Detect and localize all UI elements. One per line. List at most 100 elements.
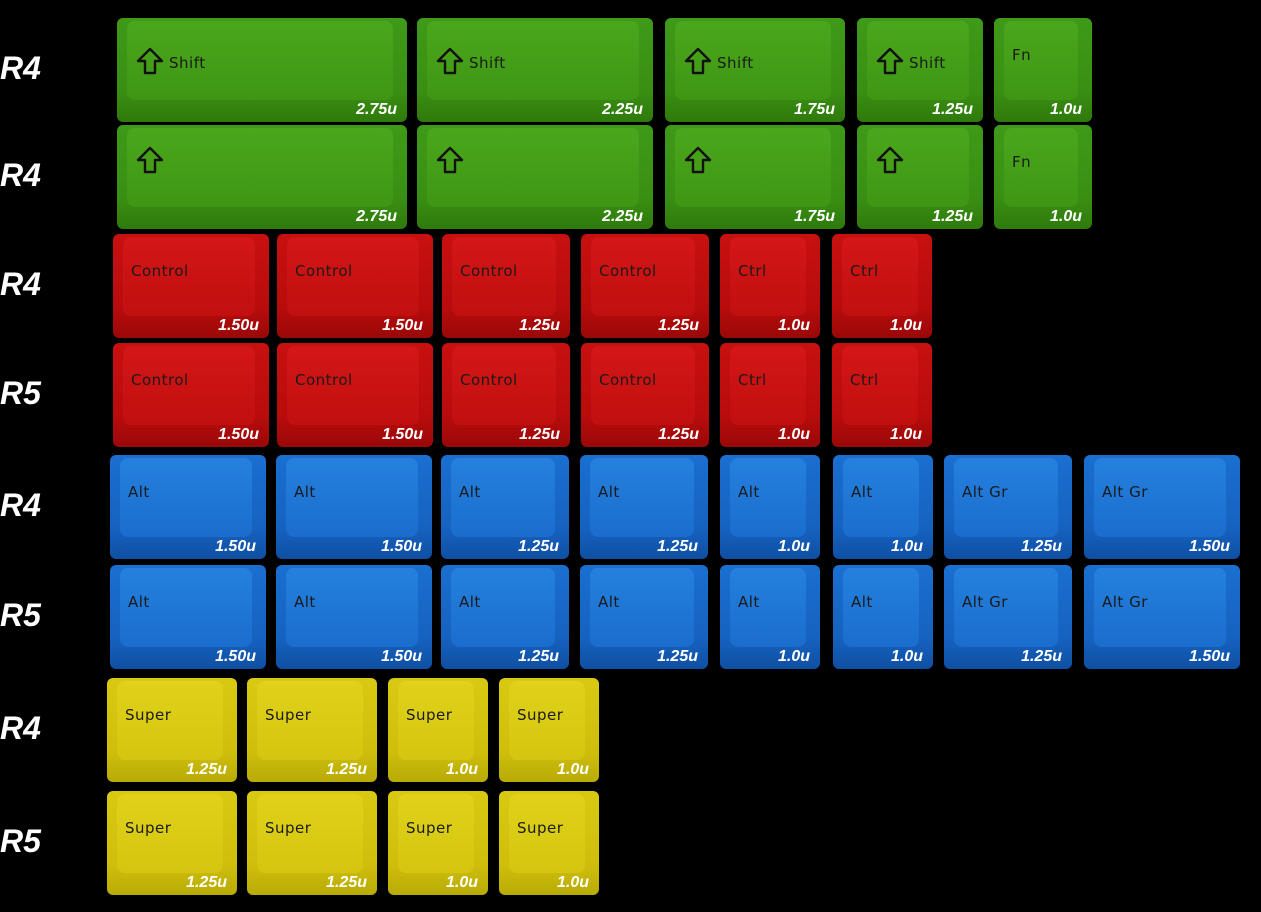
keycap-top-surface <box>1004 21 1078 100</box>
keycap-top-surface <box>843 568 919 647</box>
row-profile-label: R4 <box>0 487 41 523</box>
keycap-legend <box>683 145 713 179</box>
keycap: Super 1.25u <box>107 791 237 895</box>
row-profile-label: R4 <box>0 50 41 86</box>
keycap-legend: Ctrl <box>738 371 767 389</box>
keycap-top-surface <box>591 346 695 425</box>
keycap-legend-text: Shift <box>717 54 754 72</box>
keycap-legend: Super <box>125 819 171 837</box>
keycap-size-label: 1.25u <box>519 317 560 334</box>
keycap-size-label: 1.25u <box>326 761 367 778</box>
keycap-top-surface <box>730 568 806 647</box>
keycap-top-surface <box>451 458 555 537</box>
keycap-top-surface <box>257 681 363 760</box>
keycap-legend-text: Control <box>131 371 189 389</box>
keycap-size-label: 1.0u <box>445 761 478 778</box>
keycap-legend: Fn <box>1012 46 1031 64</box>
keycap-top-surface <box>127 21 393 100</box>
keycap-top-surface <box>1004 128 1078 207</box>
keycap-legend: Control <box>599 262 657 280</box>
keycap: Shift 2.75u <box>117 18 407 122</box>
keycap-top-surface <box>257 794 363 873</box>
keycap-legend: Super <box>265 819 311 837</box>
keycap: Alt Gr 1.50u <box>1084 455 1240 559</box>
keycap-legend-text: Super <box>517 819 564 837</box>
keycap: 2.25u <box>417 125 653 229</box>
keycap-legend-text: Ctrl <box>850 371 879 389</box>
keycap-legend-text: Super <box>517 706 564 724</box>
keycap-legend: Control <box>460 371 518 389</box>
keycap-size-label: 1.0u <box>1049 208 1082 225</box>
keycap: Fn 1.0u <box>994 18 1092 122</box>
keycap-legend <box>435 145 465 179</box>
keycap-size-label: 1.50u <box>218 317 259 334</box>
keycap: Alt 1.50u <box>276 565 432 669</box>
shift-arrow-icon <box>435 145 465 179</box>
keycap-legend-text: Alt Gr <box>962 483 1008 501</box>
keycap: Ctrl 1.0u <box>720 343 820 447</box>
keycap-legend: Control <box>599 371 657 389</box>
keycap-legend: Super <box>517 706 563 724</box>
row-profile-label: R4 <box>0 157 41 193</box>
keycap-top-surface <box>286 458 418 537</box>
keycap-legend-text: Control <box>295 371 353 389</box>
keycap-top-surface <box>123 346 255 425</box>
keycap: Super 1.0u <box>499 791 599 895</box>
keycap-legend-text: Alt <box>294 593 316 611</box>
keycap-size-label: 1.25u <box>519 426 560 443</box>
keycap-top-surface <box>120 568 252 647</box>
keycap-legend: Control <box>131 262 189 280</box>
keycap-legend: Ctrl <box>850 262 879 280</box>
keycap-top-surface <box>843 458 919 537</box>
keycap-legend: Alt <box>851 483 873 501</box>
keycap-top-surface <box>1094 568 1226 647</box>
keycap-size-label: 1.75u <box>794 208 835 225</box>
keycap-size-label: 1.25u <box>518 538 559 555</box>
keycap-legend-text: Fn <box>1012 153 1032 171</box>
keycap: Alt 1.0u <box>833 565 933 669</box>
keycap: Alt 1.50u <box>110 455 266 559</box>
keycap: Alt Gr 1.25u <box>944 455 1072 559</box>
keycap-top-surface <box>287 346 419 425</box>
keycap-legend: Fn <box>1012 153 1031 171</box>
keycap: Super 1.25u <box>247 791 377 895</box>
keycap-top-surface <box>842 237 918 316</box>
keycap-legend-text: Alt <box>738 483 760 501</box>
keycap-row: R4 Alt 1.50u Alt 1.50u Alt 1.25u Alt 1.25u Alt 1.0… <box>0 455 1261 559</box>
keycap-top-surface <box>452 346 556 425</box>
keycap-top-surface <box>117 794 223 873</box>
keycap-legend-text: Alt <box>128 483 150 501</box>
keycap-legend: Alt <box>459 483 481 501</box>
keycap: Super 1.0u <box>499 678 599 782</box>
keycap-legend-text: Alt Gr <box>1102 483 1148 501</box>
keycap-legend-text: Ctrl <box>738 262 767 280</box>
keycap-legend: Super <box>517 819 563 837</box>
keycap-size-label: 1.25u <box>1021 648 1062 665</box>
keycap-top-surface <box>591 237 695 316</box>
keycap-legend-text: Alt Gr <box>1102 593 1148 611</box>
keycap-size-label: 1.0u <box>1049 101 1082 118</box>
keycap-legend-text: Shift <box>469 54 506 72</box>
keycap-size-label: 1.0u <box>777 648 810 665</box>
keycap-size-label: 1.50u <box>215 538 256 555</box>
keycap-legend-text: Fn <box>1012 46 1032 64</box>
keycap: 1.75u <box>665 125 845 229</box>
keycap-top-surface <box>117 681 223 760</box>
keycap-legend: Alt Gr <box>1102 483 1148 501</box>
keycap: Super 1.0u <box>388 791 488 895</box>
keycap-top-surface <box>1094 458 1226 537</box>
keycap-legend-text: Alt <box>598 483 620 501</box>
keycap-legend: Alt <box>128 593 150 611</box>
keycap-top-surface <box>286 568 418 647</box>
row-profile-label: R5 <box>0 823 41 859</box>
keycap-legend: Shift <box>135 46 206 80</box>
keycap-top-surface <box>954 568 1058 647</box>
keycap-top-surface <box>123 237 255 316</box>
keycap-top-surface <box>675 128 831 207</box>
row-profile-label: R5 <box>0 375 41 411</box>
keycap: Alt Gr 1.25u <box>944 565 1072 669</box>
shift-arrow-icon <box>683 46 713 80</box>
keycap-legend: Control <box>295 262 353 280</box>
keycap: Shift 1.25u <box>857 18 983 122</box>
keycap-size-label: 1.25u <box>1021 538 1062 555</box>
